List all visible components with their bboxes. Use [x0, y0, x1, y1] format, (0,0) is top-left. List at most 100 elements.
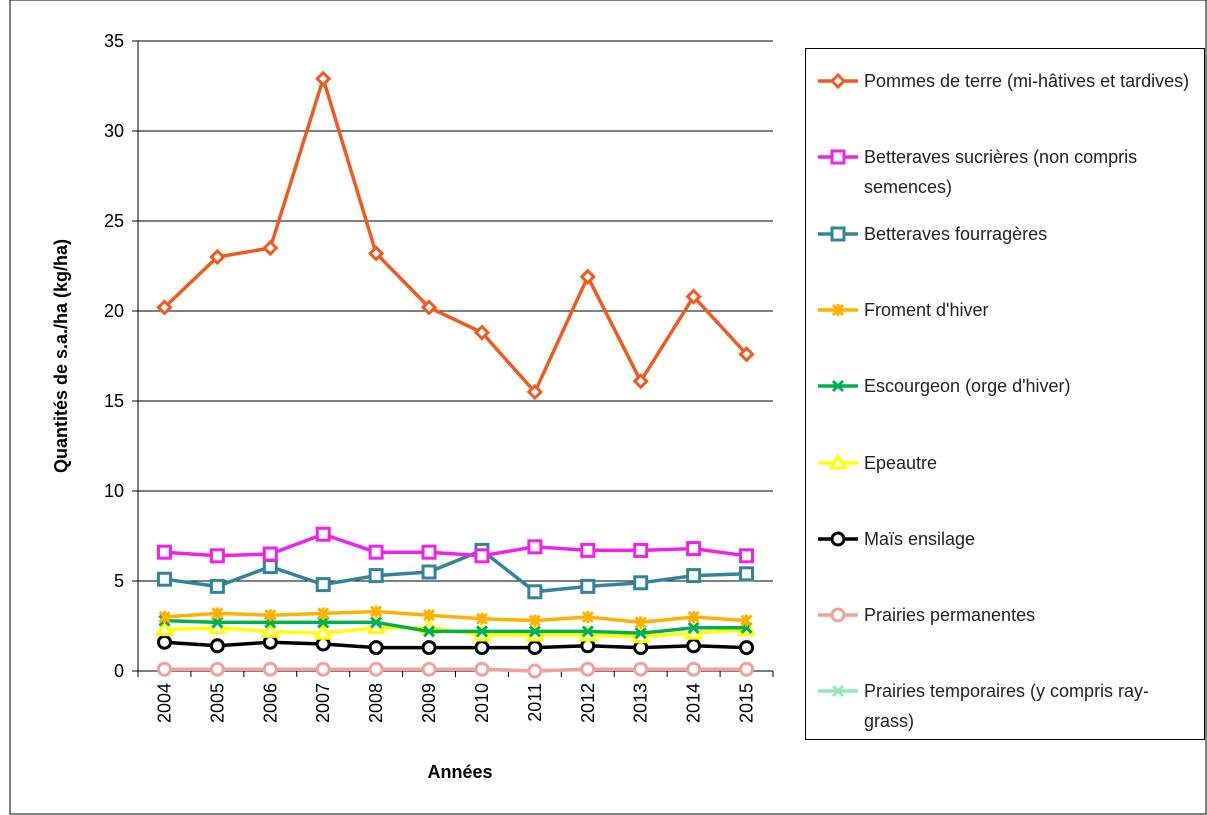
marker — [687, 621, 700, 634]
marker — [738, 346, 755, 363]
marker — [262, 239, 279, 257]
marker — [580, 578, 596, 594]
marker — [209, 548, 225, 564]
marker — [368, 640, 384, 656]
marker — [209, 661, 225, 677]
marker — [739, 661, 755, 677]
marker — [474, 640, 490, 656]
marker — [579, 268, 596, 285]
marker — [262, 634, 278, 650]
legend-item: Betteraves fourragères — [816, 219, 1201, 249]
marker — [526, 383, 543, 401]
x-tick-label: 2008 — [366, 683, 386, 723]
marker — [830, 149, 846, 165]
legend-swatch — [818, 72, 858, 90]
marker — [368, 245, 385, 262]
legend-label: Froment d'hiver — [864, 299, 989, 320]
series-line — [164, 618, 747, 635]
x-tick-label: 2004 — [154, 683, 174, 723]
marker — [315, 526, 331, 542]
marker — [474, 548, 490, 564]
marker — [209, 578, 225, 594]
series-line — [164, 640, 747, 650]
marker — [739, 566, 755, 582]
marker — [831, 380, 845, 393]
marker — [422, 625, 436, 638]
legend-swatch — [818, 380, 858, 393]
marker — [474, 661, 490, 677]
series-line — [164, 532, 747, 558]
marker — [260, 621, 280, 638]
marker — [687, 610, 700, 624]
x-tick-label: 2012 — [578, 683, 598, 723]
marker — [475, 612, 489, 625]
legend-item: Pommes de terre (mi-hâtives et tardives) — [816, 66, 1201, 96]
marker — [633, 542, 649, 558]
marker — [156, 571, 172, 587]
series-line — [163, 72, 748, 396]
marker — [528, 625, 541, 638]
marker — [528, 614, 541, 627]
marker — [632, 373, 649, 390]
marker — [156, 299, 173, 316]
marker — [633, 661, 649, 677]
marker — [422, 609, 436, 622]
marker — [580, 638, 596, 654]
legend-label: Prairies permanentes — [864, 605, 1036, 626]
series-line — [164, 609, 747, 625]
legend-item: Prairies permanentes — [816, 600, 1201, 630]
legend-label: Pommes de terre (mi-hâtives et tardives) — [864, 71, 1190, 91]
marker — [828, 452, 848, 469]
marker — [634, 616, 647, 629]
x-tick-label: 2006 — [260, 683, 280, 723]
marker — [154, 619, 175, 637]
legend-item: Betteraves sucrières (non compris semenc… — [816, 142, 1201, 202]
marker — [581, 625, 594, 638]
marker — [262, 661, 278, 677]
marker — [830, 607, 846, 623]
marker — [633, 640, 649, 656]
y-tick-label: 30 — [104, 121, 124, 141]
marker — [475, 625, 489, 638]
legend-swatch — [818, 226, 858, 242]
legend-label: Prairies temporaires (y compris ray-gras… — [864, 681, 1150, 732]
marker — [313, 623, 333, 640]
marker — [527, 584, 543, 600]
marker — [368, 544, 384, 560]
legend-swatch — [818, 685, 858, 698]
marker — [262, 559, 278, 575]
marker — [262, 546, 278, 562]
legend-item: Maïs ensilage — [816, 524, 1201, 554]
marker — [156, 634, 172, 650]
marker — [421, 661, 437, 677]
marker — [831, 303, 845, 316]
marker — [634, 627, 647, 640]
marker — [315, 661, 331, 677]
series-line — [164, 548, 747, 594]
marker — [370, 616, 383, 629]
marker — [156, 661, 172, 677]
x-tick-label: 2010 — [472, 683, 492, 723]
x-tick-label: 2011 — [525, 683, 545, 722]
marker — [580, 661, 596, 677]
y-tick-label: 10 — [104, 481, 124, 501]
marker — [156, 544, 172, 560]
legend-label: Betteraves sucrières (non compris semenc… — [864, 147, 1138, 198]
marker — [209, 638, 225, 654]
y-tick-label: 15 — [104, 391, 124, 411]
marker — [211, 616, 224, 629]
marker — [739, 548, 755, 564]
marker — [420, 299, 438, 316]
y-tick-label: 0 — [114, 661, 124, 681]
marker — [315, 636, 331, 652]
marker — [368, 661, 384, 677]
marker — [739, 640, 755, 656]
marker — [527, 539, 543, 555]
y-tick-label: 20 — [104, 301, 124, 321]
x-tick-label: 2013 — [631, 683, 651, 723]
marker — [211, 607, 224, 620]
x-tick-label: 2009 — [419, 683, 439, 723]
x-tick-label: 2015 — [737, 683, 757, 723]
